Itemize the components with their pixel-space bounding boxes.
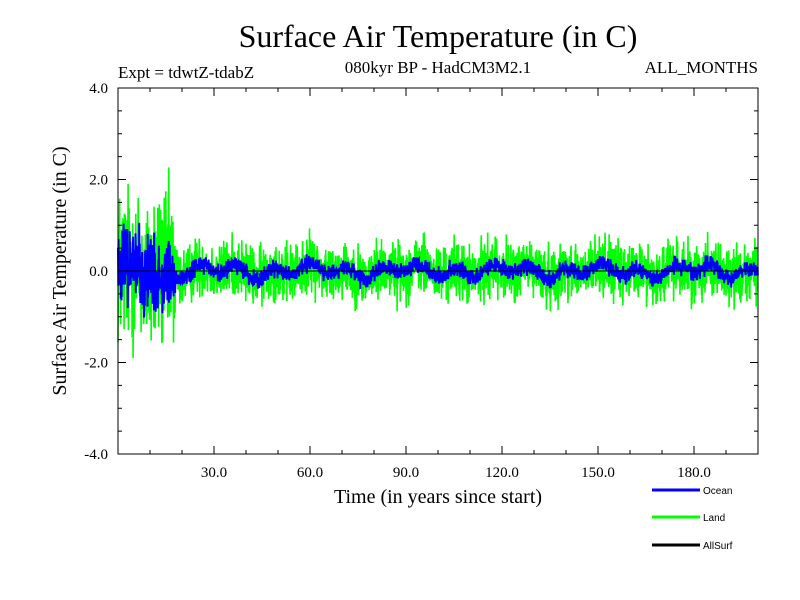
x-tick-label: 180.0	[677, 465, 711, 481]
series-line-ocean	[117, 222, 759, 318]
months-label: ALL_MONTHS	[645, 58, 758, 77]
x-tick-label: 90.0	[393, 465, 419, 481]
legend-label-land: Land	[703, 513, 725, 524]
y-tick-label: -2.0	[84, 356, 108, 372]
series-line-land	[117, 167, 759, 359]
y-tick-label: 2.0	[89, 173, 108, 189]
series-layer	[117, 167, 759, 359]
y-tick-label: 4.0	[89, 81, 108, 97]
experiment-label: Expt = tdwtZ-tdabZ	[118, 63, 254, 82]
legend-label-ocean: Ocean	[703, 486, 732, 497]
y-tick-label: -4.0	[84, 447, 108, 463]
axis-ticks: 30.0 60.0 90.0 120.0 150.0 180.0 -4.0 -2.0 0.0 2.…	[84, 81, 758, 481]
x-tick-label: 150.0	[581, 465, 615, 481]
x-tick-label: 120.0	[485, 465, 519, 481]
period-label: 080kyr BP - HadCM3M2.1	[345, 58, 531, 77]
legend-label-allsurf: AllSurf	[703, 541, 733, 552]
y-axis-label: Surface Air Temperature (in C)	[49, 146, 71, 395]
y-tick-label: 0.0	[89, 264, 108, 280]
legend: Ocean Land AllSurf	[652, 486, 733, 552]
chart-title: Surface Air Temperature (in C)	[239, 18, 638, 54]
x-tick-label: 30.0	[201, 465, 227, 481]
x-tick-label: 60.0	[297, 465, 323, 481]
x-axis-label: Time (in years since start)	[334, 486, 542, 508]
